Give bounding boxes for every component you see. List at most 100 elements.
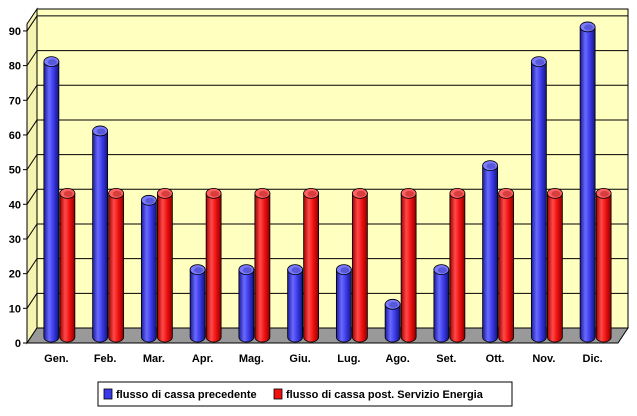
bar-top	[595, 187, 612, 199]
bar-precedente	[287, 264, 304, 343]
bar-top-shade	[453, 190, 463, 197]
x-tick-label: Dic.	[583, 353, 603, 365]
bar-top	[254, 187, 271, 199]
bar-top	[287, 264, 304, 276]
gridline-side	[26, 50, 38, 66]
bar-top	[482, 160, 499, 172]
bar-top	[498, 187, 515, 199]
y-tick-label: 20	[9, 269, 21, 281]
bar-body	[335, 269, 352, 343]
bar-top	[449, 187, 466, 199]
bar-top-shade	[389, 301, 399, 308]
bar-top	[189, 264, 206, 276]
bar-post	[303, 187, 320, 343]
bar-precedente	[92, 125, 109, 343]
bar-body	[108, 192, 125, 343]
y-axis-ticks: 0 10 20 30 40 50 60 70 80 90	[9, 24, 28, 350]
bar-top	[156, 187, 173, 199]
bar-precedente	[482, 160, 499, 343]
legend-label-post: flusso di cassa post. Servizio Energia	[286, 389, 484, 401]
bar-body	[303, 192, 320, 343]
gridline-side	[26, 258, 38, 274]
gridline-side	[26, 85, 38, 101]
plot-floor	[26, 327, 629, 344]
bar-top-shade	[161, 190, 171, 197]
bar-top	[59, 187, 76, 199]
legend-swatch-post	[273, 388, 283, 400]
y-tick-label: 50	[9, 165, 21, 177]
bar-top-shade	[145, 197, 155, 204]
legend-box	[97, 381, 513, 407]
bar-body	[351, 192, 368, 343]
x-tick-label: Mag.	[239, 353, 264, 365]
bar-body	[140, 199, 157, 343]
bar-precedente	[579, 21, 596, 343]
bar-top-shade	[242, 267, 252, 274]
bar-top	[140, 194, 157, 206]
y-tick-label: 70	[9, 95, 21, 107]
y-tick-label: 90	[9, 26, 21, 38]
bar-post	[400, 187, 417, 343]
bar-top-shade	[112, 190, 122, 197]
x-tick-label: Feb.	[94, 353, 117, 365]
bar-body	[384, 303, 401, 343]
bar-top-shade	[340, 267, 350, 274]
legend-label-precedente: flusso di cassa precedente	[116, 389, 257, 401]
bar-top	[530, 56, 547, 68]
bar-body	[546, 192, 563, 343]
bar-body	[254, 192, 271, 343]
bar-precedente	[43, 56, 60, 343]
floor	[26, 327, 629, 344]
bar-top-shade	[258, 190, 268, 197]
bar-top	[303, 187, 320, 199]
bar-top-shade	[63, 190, 73, 197]
bar-post	[351, 187, 368, 343]
bar-body	[43, 61, 60, 343]
gridlines	[26, 15, 628, 309]
bar-body	[287, 269, 304, 343]
bar-body	[156, 192, 173, 343]
x-axis-ticks: Gen. Feb. Mar. Apr. Mag. Giu. Lug. Ago. Set. Ott.…	[44, 353, 603, 365]
bar-top	[92, 125, 109, 137]
bar-post	[254, 187, 271, 343]
x-tick-label: Set.	[436, 353, 456, 365]
bar-top-shade	[502, 190, 512, 197]
bar-top-shade	[210, 190, 220, 197]
bar-precedente	[530, 56, 547, 343]
legend: flusso di cassa precedente flusso di cass…	[97, 381, 513, 407]
bar-body	[92, 130, 109, 343]
bar-top	[238, 264, 255, 276]
bar-top-shade	[356, 190, 366, 197]
y-tick-label: 60	[9, 130, 21, 142]
bar-top	[205, 187, 222, 199]
bar-precedente	[189, 264, 206, 343]
bar-top-shade	[307, 190, 317, 197]
bar-body	[595, 192, 612, 343]
x-tick-label: Mar.	[143, 353, 165, 365]
bar-top	[108, 187, 125, 199]
bar-top	[384, 298, 401, 310]
bar-body	[400, 192, 417, 343]
bar-top	[351, 187, 368, 199]
bar-post	[498, 187, 515, 343]
bar-precedente	[140, 194, 157, 343]
bar-body	[498, 192, 515, 343]
side-wall	[26, 7, 38, 345]
x-tick-label: Nov.	[532, 353, 555, 365]
bar-top-shade	[194, 267, 204, 274]
y-tick-label: 10	[9, 303, 21, 315]
bar-top-shade	[486, 163, 496, 170]
bar-top	[433, 264, 450, 276]
x-tick-label: Lug.	[337, 353, 360, 365]
gridline-side	[26, 293, 38, 309]
bar-top-shade	[535, 59, 545, 66]
bar-precedente	[433, 264, 450, 343]
bar-post	[205, 187, 222, 343]
bar-top-shade	[96, 128, 106, 135]
x-tick-label: Giu.	[289, 353, 310, 365]
bar-post	[156, 187, 173, 343]
bar-top-shade	[600, 190, 610, 197]
bar-body	[238, 269, 255, 343]
bar-top-shade	[551, 190, 561, 197]
